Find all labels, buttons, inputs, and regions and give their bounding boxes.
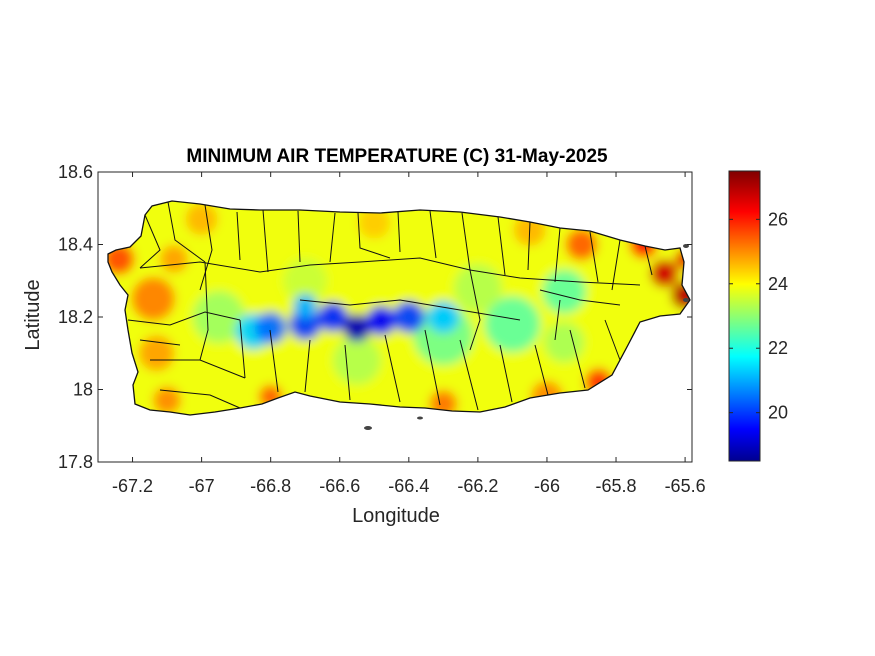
municipality-border	[429, 210, 437, 259]
municipality-border	[611, 239, 621, 291]
municipality-border	[199, 204, 213, 291]
municipality-border	[499, 344, 513, 403]
municipality-border	[469, 269, 481, 351]
municipality-border	[159, 389, 241, 409]
municipality-border	[139, 257, 641, 286]
municipality-border	[644, 245, 653, 276]
municipality-border	[397, 211, 401, 253]
municipality-border	[357, 212, 391, 259]
colorbar-tick-label: 24	[768, 274, 788, 294]
islets	[364, 244, 689, 430]
municipality-border	[127, 311, 241, 326]
islet	[364, 426, 372, 430]
chart-title: MINIMUM AIR TEMPERATURE (C) 31-May-2025	[186, 146, 608, 167]
x-tick-label: -67	[189, 476, 215, 496]
colorbar-ticks: 20 22 24 26	[729, 209, 788, 423]
municipality-border	[344, 344, 351, 401]
y-tick-label: 18.4	[58, 235, 93, 255]
municipality-border	[167, 201, 206, 263]
x-tick-label: -66.4	[388, 476, 429, 496]
municipality-border	[139, 214, 161, 269]
municipality-border	[297, 210, 301, 263]
municipality-border	[589, 231, 599, 283]
municipality-border	[236, 211, 241, 261]
colorbar-tick-label: 22	[768, 338, 788, 358]
municipality-border	[139, 339, 181, 346]
municipality-border	[384, 334, 401, 403]
island-outline	[107, 200, 691, 416]
colorbar-tick-label: 20	[768, 403, 788, 423]
x-tick-label: -66.8	[250, 476, 291, 496]
x-tick-label: -65.6	[665, 476, 706, 496]
y-tick-label: 17.8	[58, 452, 93, 472]
x-axis-ticks: -67.2 -67 -66.8 -66.6 -66.4 -66.2 -66 -65.8 -65.…	[112, 172, 706, 496]
x-tick-label: -65.8	[596, 476, 637, 496]
municipality-border	[569, 329, 586, 389]
islet	[417, 416, 423, 420]
municipality-border	[461, 212, 471, 271]
colorbar-tick-label: 26	[768, 209, 788, 229]
y-tick-label: 18.2	[58, 307, 93, 327]
municipality-border	[539, 289, 621, 306]
y-axis-ticks: 17.8 18 18.2 18.4 18.6	[58, 162, 692, 472]
x-tick-label: -67.2	[112, 476, 153, 496]
municipality-border	[554, 227, 561, 283]
x-tick-label: -66.6	[319, 476, 360, 496]
municipality-border	[424, 329, 441, 406]
municipality-border	[604, 319, 621, 361]
municipality-border	[299, 299, 521, 321]
y-tick-label: 18.6	[58, 162, 93, 182]
municipality-border	[239, 319, 246, 379]
y-tick-label: 18	[73, 380, 93, 400]
municipality-border	[269, 329, 279, 393]
islet	[683, 298, 689, 302]
municipality-borders	[127, 201, 653, 411]
y-axis-label: Latitude	[22, 279, 44, 350]
x-tick-label: -66.2	[457, 476, 498, 496]
municipality-border	[459, 339, 479, 411]
municipality-border	[150, 359, 246, 379]
municipality-border	[329, 212, 336, 263]
x-tick-label: -66	[534, 476, 560, 496]
municipality-border	[304, 339, 311, 393]
colorbar	[728, 170, 761, 462]
municipality-border	[262, 209, 269, 273]
municipality-border	[199, 261, 209, 361]
municipality-border	[497, 216, 506, 276]
municipality-border	[534, 344, 549, 396]
x-axis-label: Longitude	[352, 505, 440, 527]
municipality-border	[527, 221, 531, 271]
municipality-border	[554, 299, 561, 341]
